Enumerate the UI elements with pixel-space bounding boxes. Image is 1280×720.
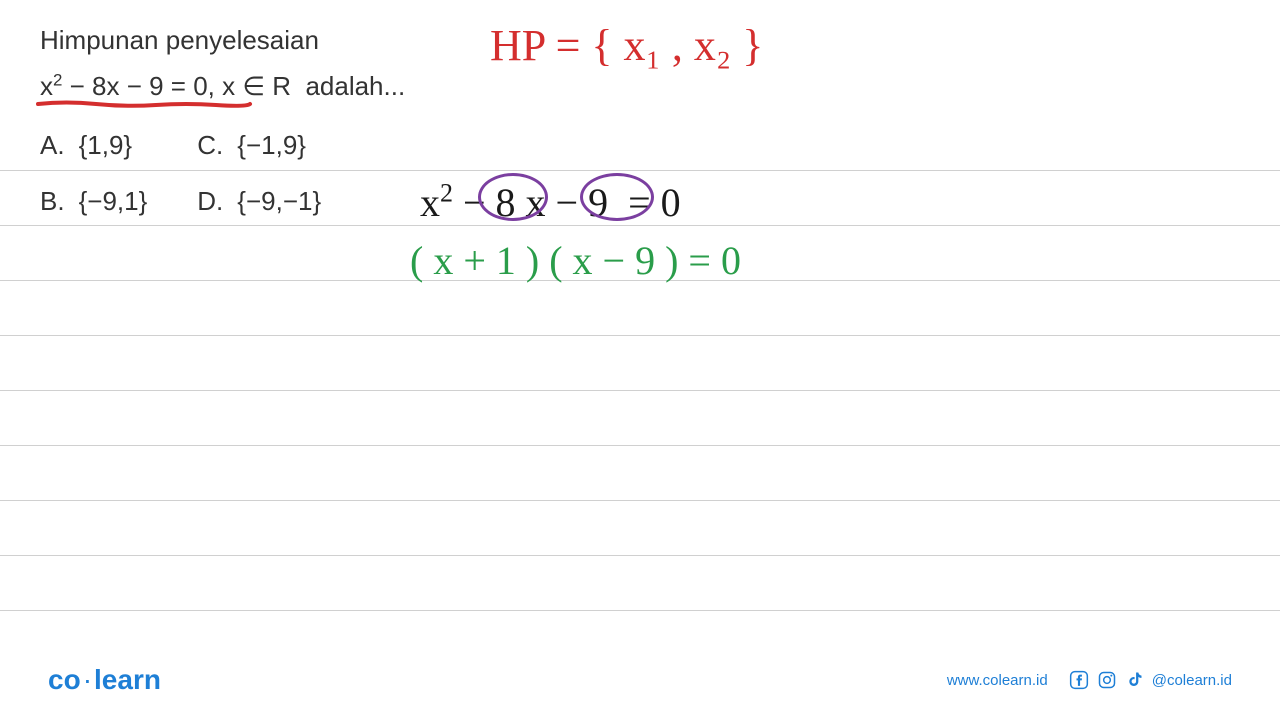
options-grid: A. {1,9} B. {−9,1} C. {−1,9} D. {−9,−1} <box>40 125 405 222</box>
option-a-value: {1,9} <box>79 125 133 167</box>
work-line-2: ( x + 1 ) ( x − 9 ) = 0 <box>410 233 741 289</box>
handwritten-hp-set: HP = { x₁ , x₂ } <box>490 20 763 71</box>
option-d[interactable]: D. {−9,−1} <box>197 181 321 223</box>
social-handle: @colearn.id <box>1152 672 1232 689</box>
option-d-label: D. <box>197 181 223 223</box>
option-a-label: A. <box>40 125 65 167</box>
logo-co: co <box>48 664 81 695</box>
logo-learn: learn <box>94 664 161 695</box>
option-c[interactable]: C. {−1,9} <box>197 125 321 167</box>
problem-equation: x2 − 8x − 9 = 0, x ∈ R adalah... <box>40 66 405 108</box>
option-a[interactable]: A. {1,9} <box>40 125 147 167</box>
website-url[interactable]: www.colearn.id <box>947 672 1048 689</box>
logo-dot: · <box>83 664 92 695</box>
option-b-label: B. <box>40 181 65 223</box>
tiktok-icon[interactable] <box>1124 669 1146 691</box>
colearn-logo: co·learn <box>48 664 161 696</box>
option-c-value: {−1,9} <box>237 125 306 167</box>
work-line-1: x2 − 8 x − 9 = 0 <box>420 175 741 231</box>
instagram-icon[interactable] <box>1096 669 1118 691</box>
option-d-value: {−9,−1} <box>237 181 321 223</box>
problem-title: Himpunan penyelesaian <box>40 20 405 62</box>
social-links[interactable]: @colearn.id <box>1068 669 1232 691</box>
handwritten-work: x2 − 8 x − 9 = 0 ( x + 1 ) ( x − 9 ) = 0 <box>420 175 741 289</box>
red-underline <box>36 100 254 110</box>
footer-bar: co·learn www.colearn.id @colearn.id <box>0 660 1280 700</box>
option-b[interactable]: B. {−9,1} <box>40 181 147 223</box>
option-c-label: C. <box>197 125 223 167</box>
facebook-icon[interactable] <box>1068 669 1090 691</box>
option-b-value: {−9,1} <box>79 181 148 223</box>
problem-block: Himpunan penyelesaian x2 − 8x − 9 = 0, x… <box>40 20 405 222</box>
